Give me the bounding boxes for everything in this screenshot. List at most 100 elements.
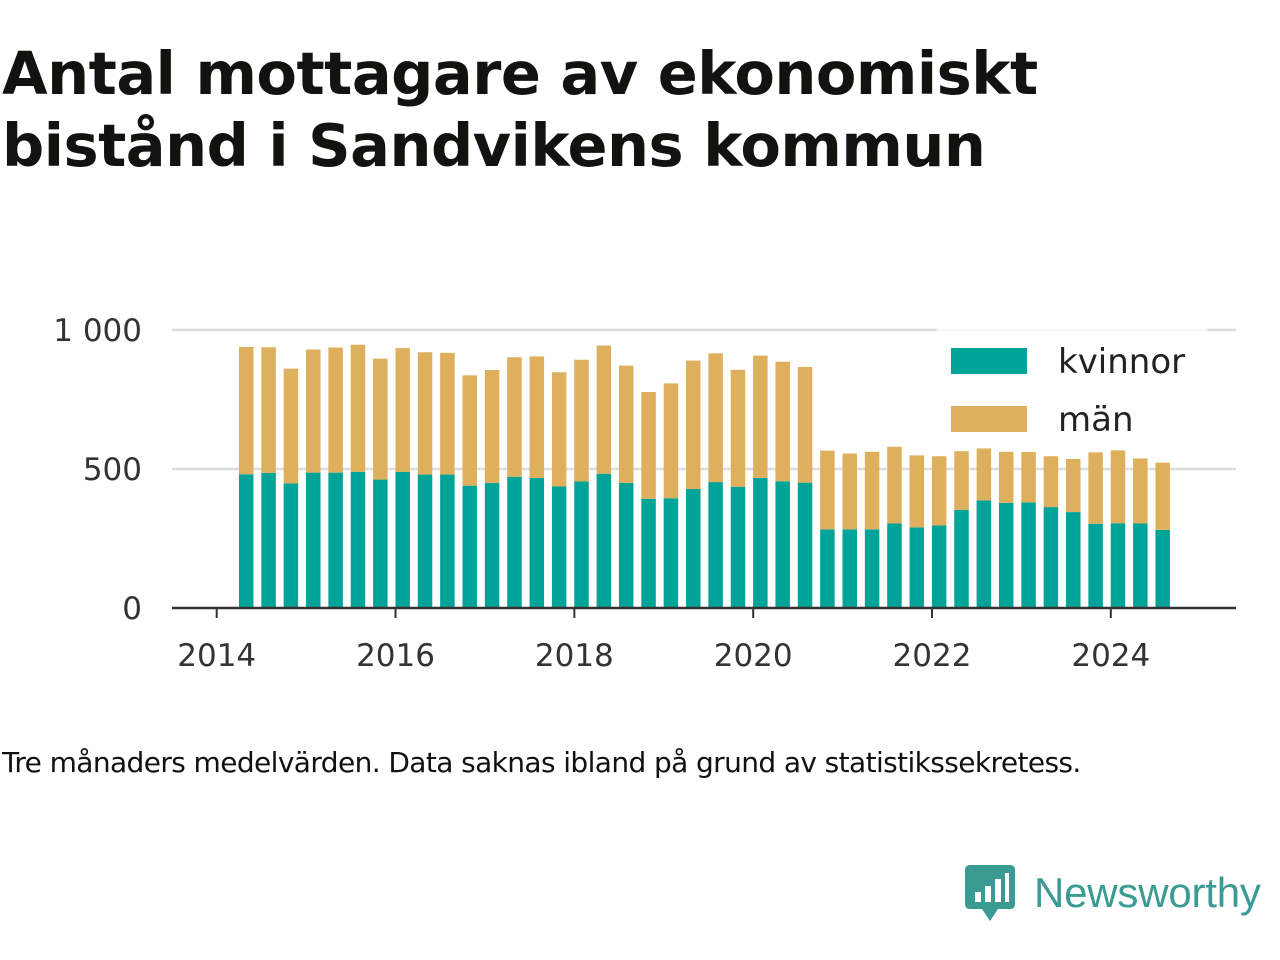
bar-kvinnor [954,509,969,608]
bar-man [954,451,969,510]
bar-kvinnor [797,482,813,608]
bar-man [1066,458,1081,513]
bar-man [306,349,321,473]
bar-kvinnor [417,474,433,608]
bar-man [395,348,410,472]
legend-label: män [1058,400,1134,440]
legend-label: kvinnor [1058,342,1185,382]
bar-man [909,455,925,528]
x-tick-label: 2018 [535,638,614,674]
bar-man [775,361,790,482]
y-tick-label: 1 000 [53,313,142,349]
bar-kvinnor [484,482,500,608]
bar-man [797,366,813,483]
x-tick-label: 2016 [356,638,435,674]
bar-chart-speech-bubble-icon [965,865,1015,921]
bar-kvinnor [909,527,925,608]
bar-kvinnor [864,529,880,608]
chart-caption: Tre månaders medelvärden. Data saknas ib… [2,746,1081,779]
bar-man [373,358,388,480]
bar-kvinnor [618,482,634,608]
bar-man [1155,462,1170,530]
legend-swatch [951,406,1027,432]
bar-man [753,355,768,478]
bar-kvinnor [283,483,299,608]
bar-kvinnor [998,502,1014,608]
legend-swatch [951,348,1027,374]
bar-man [663,383,679,499]
bar-man [708,353,723,483]
bar-kvinnor [373,479,388,608]
bar-kvinnor [708,482,723,608]
bar-man [618,365,634,483]
bar-man [1088,452,1103,524]
bar-kvinnor [842,529,857,608]
bar-man [998,451,1014,503]
bar-chart: 0 500 1 000 2014 2016 2018 2020 2022 2024 kvinno… [53,313,1236,674]
bar-kvinnor [306,472,321,608]
bar-kvinnor [1043,507,1059,608]
bar-man [1043,456,1059,508]
bar-kvinnor [775,481,790,608]
bar-kvinnor [887,523,902,608]
bar-man [328,347,343,473]
x-tick-label: 2014 [177,638,256,674]
brand-name: Newsworthy [1034,869,1261,916]
bar-kvinnor [238,474,254,608]
legend: kvinnor män [936,328,1208,446]
bar-man [440,352,455,475]
bar-kvinnor [753,477,768,608]
bar-man [730,369,746,487]
bar-kvinnor [529,477,545,608]
bar-kvinnor [730,486,746,608]
bar-kvinnor [574,481,589,608]
brand-logo: Newsworthy [964,864,1261,922]
bar-kvinnor [395,471,410,608]
bar-man [462,375,477,486]
x-tick-label: 2022 [893,638,972,674]
bar-man [507,357,522,477]
bar-kvinnor [820,529,835,608]
bar-kvinnor [1155,529,1170,608]
bar-kvinnor [931,525,947,608]
bar-man [484,370,500,483]
bars [238,344,1170,608]
bar-man [820,450,835,530]
bar-kvinnor [1110,523,1126,608]
bar-man [641,391,656,499]
bar-man [686,360,701,490]
bar-kvinnor [507,476,522,608]
bar-man [238,346,254,475]
bar-kvinnor [440,474,455,608]
chart-title: Antal mottagare av ekonomiskt bistånd i … [2,39,1038,180]
bar-kvinnor [1088,523,1103,608]
bar-kvinnor [261,472,276,608]
bar-kvinnor [663,498,679,608]
bar-man [864,451,880,530]
bar-man [931,456,947,526]
bar-kvinnor [686,489,701,608]
bar-kvinnor [462,485,477,608]
bar-man [529,356,545,478]
bar-man [887,446,902,524]
bar-kvinnor [1133,523,1148,608]
bar-man [551,372,567,487]
bar-man [1021,452,1036,503]
bar-kvinnor [551,486,567,608]
y-tick-label: 0 [122,591,142,627]
bar-man [976,448,992,501]
bar-man [1133,458,1148,524]
x-tick-label: 2024 [1071,638,1150,674]
bar-man [842,453,857,530]
bar-man [574,359,589,482]
bar-kvinnor [1021,502,1036,608]
bar-kvinnor [350,471,366,608]
bar-kvinnor [328,472,343,608]
x-tick-label: 2020 [714,638,793,674]
bar-man [596,345,612,474]
axes: 0 500 1 000 2014 2016 2018 2020 2022 2024 [53,313,1236,674]
bar-man [1110,450,1126,524]
bar-kvinnor [976,500,992,608]
bar-kvinnor [1066,512,1081,608]
bar-kvinnor [641,498,656,608]
